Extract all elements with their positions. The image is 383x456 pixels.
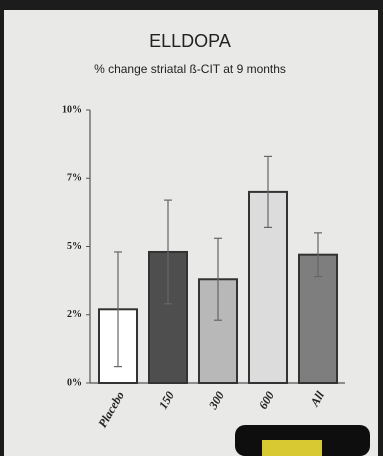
y-tick-label: 5% [67, 241, 82, 252]
y-tick-label: 10% [62, 104, 82, 115]
chart-subtitle: % change striatal ß-CIT at 9 months [94, 62, 286, 76]
y-tick-label: 2% [67, 309, 82, 320]
y-tick-label: 7% [67, 173, 82, 184]
chart: ELLDOPA % change striatal ß-CIT at 9 mon… [0, 0, 383, 456]
chart-title: ELLDOPA [149, 31, 231, 51]
page: ELLDOPA % change striatal ß-CIT at 9 mon… [0, 0, 383, 456]
camera-screen [262, 440, 322, 456]
y-tick-label: 0% [67, 377, 82, 388]
